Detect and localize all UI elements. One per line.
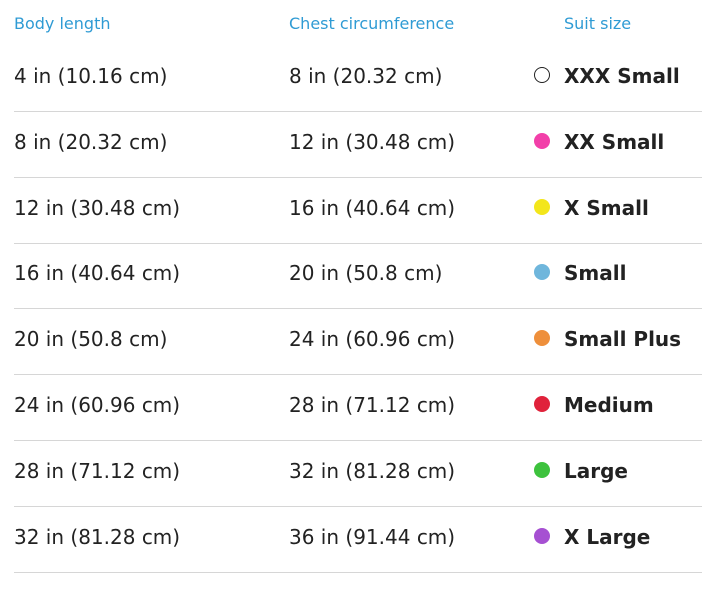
suit-size: X Large <box>564 524 651 549</box>
body-length: 16 in (40.64 cm) <box>14 261 181 286</box>
color-dot <box>534 461 550 478</box>
column-header: Suit size <box>564 14 632 33</box>
color-dot <box>534 67 550 83</box>
chest-circumference: 28 in (71.12 cm) <box>289 393 456 417</box>
suit-size: Medium <box>564 393 654 417</box>
color-dot <box>534 330 550 347</box>
body-length: 24 in (60.96 cm) <box>14 393 181 417</box>
table-row: 24 in (60.96 cm) 28 in (71.12 cm) Medium <box>14 374 702 441</box>
body-length: 4 in (10.16 cm) <box>14 64 168 88</box>
body-length: 8 in (20.32 cm) <box>14 129 168 154</box>
chest-circumference: 32 in (81.28 cm) <box>289 458 456 483</box>
table-row: 20 in (50.8 cm) 24 in (60.96 cm) Small Plu… <box>14 308 702 376</box>
suit-size: Small <box>564 261 627 286</box>
suit-size: Small Plus <box>564 327 682 352</box>
color-dot <box>534 527 550 544</box>
suit-size: X Small <box>564 195 649 220</box>
color-dot <box>534 264 550 281</box>
color-dot <box>534 198 550 215</box>
table-row: 28 in (71.12 cm) 32 in (81.28 cm) Large <box>14 440 702 507</box>
suit-size: Large <box>564 458 628 483</box>
chest-circumference: 12 in (30.48 cm) <box>289 129 456 154</box>
body-length: 32 in (81.28 cm) <box>14 524 181 549</box>
column-header: Chest circumference <box>289 14 455 33</box>
chest-circumference: 16 in (40.64 cm) <box>289 195 456 220</box>
chest-circumference: 36 in (91.44 cm) <box>289 524 456 549</box>
chest-circumference: 8 in (20.32 cm) <box>289 64 443 88</box>
table-row: 8 in (20.32 cm) 12 in (30.48 cm) XX Small <box>14 111 702 178</box>
color-dot <box>534 132 550 149</box>
body-length: 12 in (30.48 cm) <box>14 195 181 220</box>
chest-circumference: 24 in (60.96 cm) <box>289 327 456 352</box>
chest-circumference: 20 in (50.8 cm) <box>289 261 443 286</box>
color-dot <box>534 396 550 412</box>
suit-size: XX Small <box>564 129 665 154</box>
table-row: 4 in (10.16 cm) 8 in (20.32 cm) XXX Small <box>14 45 702 112</box>
body-length: 20 in (50.8 cm) <box>14 327 168 352</box>
table-row: 32 in (81.28 cm) 36 in (91.44 cm) X Large <box>14 506 702 573</box>
table-row: 12 in (30.48 cm) 16 in (40.64 cm) X Small <box>14 177 702 244</box>
table-row: 16 in (40.64 cm) 20 in (50.8 cm) Small <box>14 242 702 310</box>
suit-size: XXX Small <box>564 64 680 88</box>
column-header: Body length <box>14 14 111 33</box>
body-length: 28 in (71.12 cm) <box>14 458 181 483</box>
